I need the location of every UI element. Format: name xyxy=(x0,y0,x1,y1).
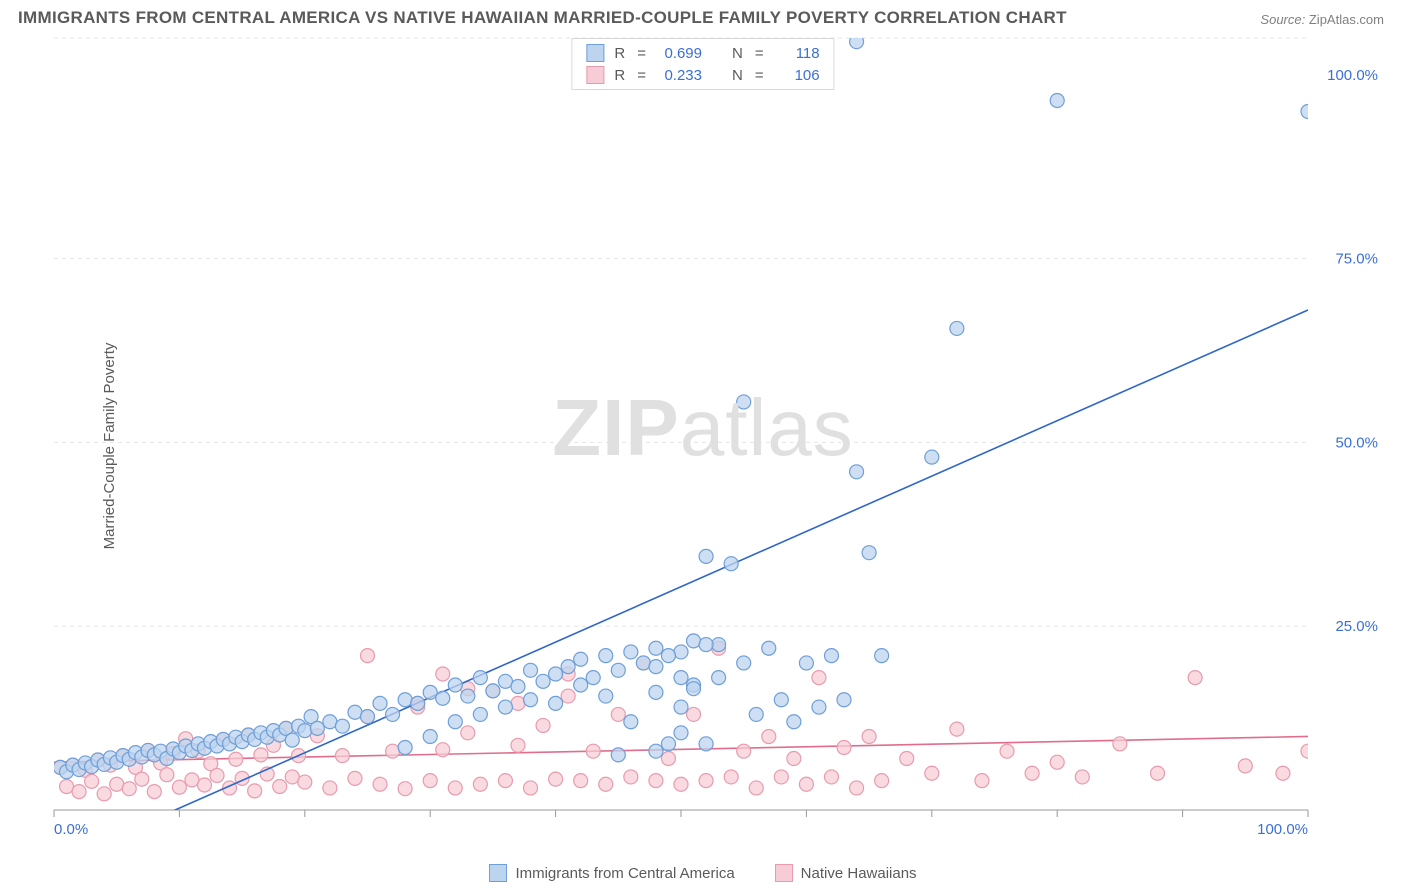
swatch-series-1 xyxy=(586,44,604,62)
equals-sign: = xyxy=(637,45,646,62)
scatter-chart: 0.0% 100.0% 25.0% 50.0% 75.0% 100.0% xyxy=(48,36,1388,846)
svg-text:100.0%: 100.0% xyxy=(1327,67,1378,84)
n-label: N xyxy=(732,67,743,84)
source-citation: Source: ZipAtlas.com xyxy=(1260,12,1384,27)
equals-sign: = xyxy=(755,45,764,62)
svg-text:75.0%: 75.0% xyxy=(1335,251,1378,268)
legend-row-series-2: R = 0.233 N = 106 xyxy=(572,64,833,86)
n-value-series-2: 106 xyxy=(776,67,820,84)
svg-text:100.0%: 100.0% xyxy=(1257,821,1308,838)
chart-area: 0.0% 100.0% 25.0% 50.0% 75.0% 100.0% xyxy=(48,36,1388,846)
series-legend: Immigrants from Central America Native H… xyxy=(0,864,1406,882)
n-label: N xyxy=(732,45,743,62)
equals-sign: = xyxy=(755,67,764,84)
chart-title: IMMIGRANTS FROM CENTRAL AMERICA VS NATIV… xyxy=(18,8,1067,28)
equals-sign: = xyxy=(637,67,646,84)
svg-text:25.0%: 25.0% xyxy=(1335,618,1378,635)
swatch-series-1 xyxy=(489,864,507,882)
r-value-series-1: 0.699 xyxy=(658,45,702,62)
legend-item-series-1: Immigrants from Central America xyxy=(489,864,734,882)
swatch-series-2 xyxy=(586,66,604,84)
swatch-series-2 xyxy=(775,864,793,882)
series-2-name: Native Hawaiians xyxy=(801,865,917,882)
legend-row-series-1: R = 0.699 N = 118 xyxy=(572,42,833,64)
svg-text:50.0%: 50.0% xyxy=(1335,434,1378,451)
legend-item-series-2: Native Hawaiians xyxy=(775,864,917,882)
r-value-series-2: 0.233 xyxy=(658,67,702,84)
r-label: R xyxy=(614,45,625,62)
n-value-series-1: 118 xyxy=(776,45,820,62)
correlation-legend: R = 0.699 N = 118 R = 0.233 N = 106 xyxy=(571,38,834,90)
svg-text:0.0%: 0.0% xyxy=(54,821,88,838)
series-1-name: Immigrants from Central America xyxy=(515,865,734,882)
source-label: Source: xyxy=(1260,12,1305,27)
r-label: R xyxy=(614,67,625,84)
source-value: ZipAtlas.com xyxy=(1309,12,1384,27)
